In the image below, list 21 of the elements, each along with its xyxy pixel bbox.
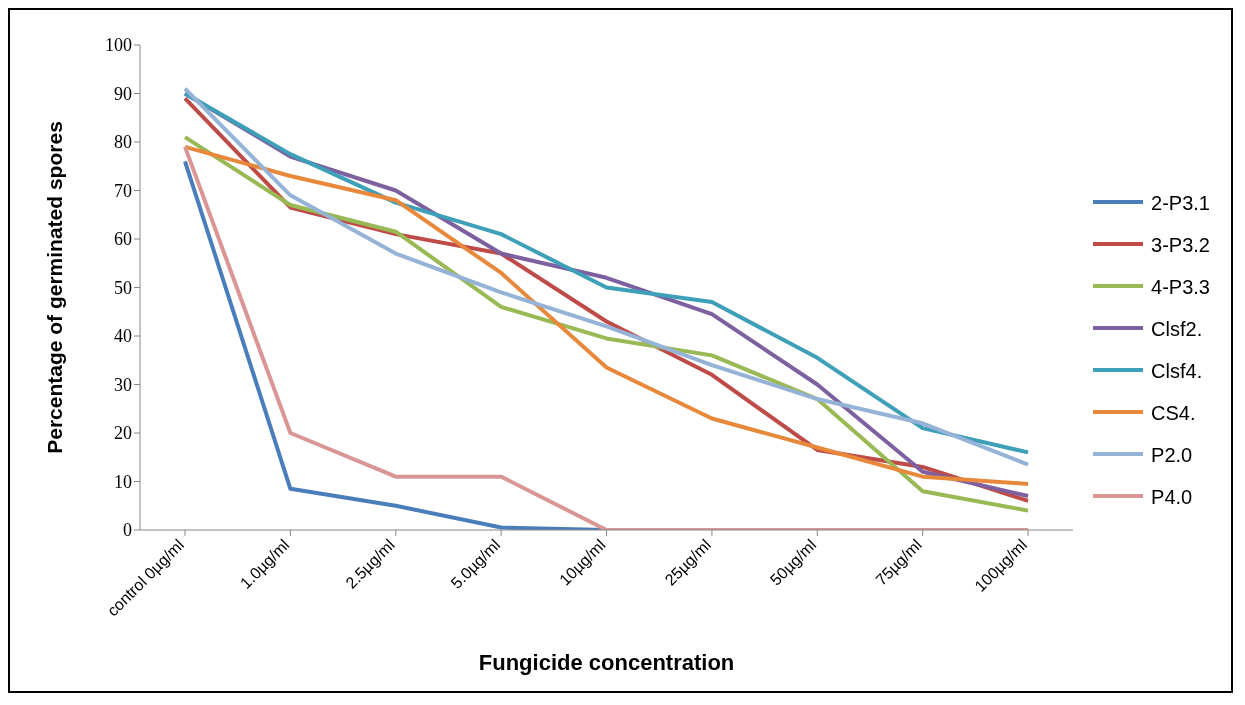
y-tick-label: 100: [105, 35, 132, 56]
y-tick-label: 10: [114, 471, 132, 492]
y-tick-label: 70: [114, 180, 132, 201]
y-tick-label: 0: [123, 520, 132, 541]
legend-label: 3-P3.2: [1151, 233, 1210, 257]
legend-label: Clsf2.: [1151, 317, 1203, 341]
legend-label: 4-P3.3: [1151, 275, 1210, 299]
y-tick-label: 20: [114, 423, 132, 444]
legend-label: CS4.: [1151, 401, 1196, 425]
y-tick-label: 90: [114, 83, 132, 104]
y-tick-label: 80: [114, 132, 132, 153]
legend-label: P4.0: [1151, 485, 1193, 509]
legend-label: Clsf4.: [1151, 359, 1203, 383]
y-axis-title: Percentage of germinated spores: [43, 121, 67, 454]
legend-label: P2.0: [1151, 443, 1193, 467]
legend-label: 2-P3.1: [1151, 191, 1210, 215]
y-tick-label: 30: [114, 374, 132, 395]
y-tick-label: 50: [114, 277, 132, 298]
x-axis-title: Fungicide concentration: [478, 650, 735, 675]
y-tick-label: 60: [114, 229, 132, 250]
y-tick-label: 40: [114, 326, 132, 347]
